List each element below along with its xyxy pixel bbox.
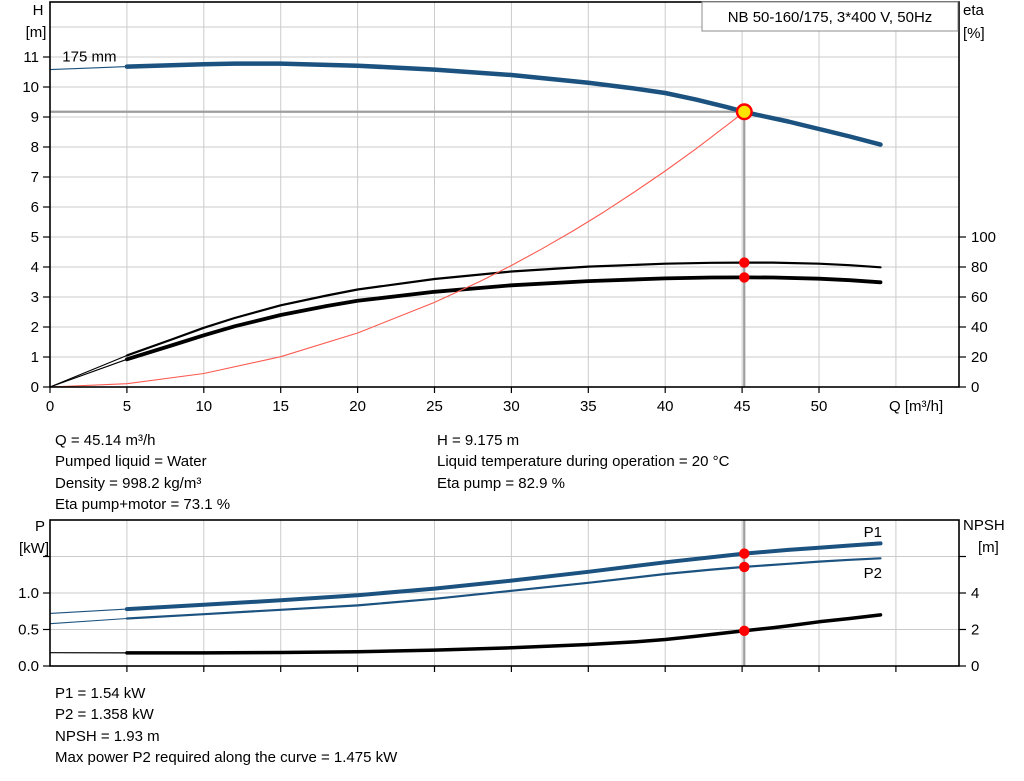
text-line-q: Q = 45.14 m³/h <box>55 432 156 449</box>
p-axis-unit: [kW] <box>19 540 49 557</box>
series-p1-ext <box>49 608 128 614</box>
svg-text:1: 1 <box>31 349 39 366</box>
svg-text:9: 9 <box>31 109 39 126</box>
svg-text:5: 5 <box>123 398 131 415</box>
svg-text:2: 2 <box>31 319 39 336</box>
svg-text:40: 40 <box>657 398 674 415</box>
curve-value-dot <box>739 272 750 283</box>
svg-text:11: 11 <box>23 49 39 66</box>
h-axis-unit: [m] <box>25 24 47 41</box>
svg-text:3: 3 <box>31 289 39 306</box>
svg-text:1.0: 1.0 <box>18 585 39 602</box>
svg-text:4: 4 <box>31 259 39 276</box>
series-p2-ext <box>49 617 128 625</box>
series-eta-pump-motor <box>125 275 883 362</box>
series-head-curve-175mm <box>124 61 883 147</box>
results-text: P1 = 1.54 kW P2 = 1.358 kW NPSH = 1.93 m… <box>55 683 397 769</box>
svg-text:0: 0 <box>31 379 39 396</box>
svg-text:30: 30 <box>503 398 520 415</box>
svg-text:15: 15 <box>272 398 289 415</box>
text-line-temp: Liquid temperature during operation = 20… <box>437 453 730 471</box>
svg-text:0.0: 0.0 <box>18 658 39 675</box>
h-axis-title: H <box>32 2 44 19</box>
svg-text:25: 25 <box>426 398 443 415</box>
svg-text:40: 40 <box>971 319 988 336</box>
svg-text:6: 6 <box>31 199 39 216</box>
operating-point-text-col2: H = 9.175 m Liquid temperature during op… <box>437 430 729 494</box>
svg-text:20: 20 <box>971 349 988 366</box>
svg-text:0: 0 <box>971 658 979 675</box>
series-eta-pump-ext <box>49 354 128 388</box>
svg-text:10: 10 <box>22 79 39 96</box>
text-line-p2: P2 = 1.358 kW <box>55 706 154 724</box>
operating-point-text-col1: Q = 45.14 m³/h Pumped liquid = Water Den… <box>55 430 230 516</box>
svg-text:35: 35 <box>580 398 597 415</box>
series-p1-curve <box>124 541 883 612</box>
svg-text:7: 7 <box>31 169 39 186</box>
curve-value-dot <box>739 625 750 636</box>
text-line-maxp2: Max power P2 required along the curve = … <box>55 749 398 767</box>
text-line-h: H = 9.175 m <box>437 432 520 449</box>
duty-point-marker[interactable] <box>735 103 753 121</box>
power-npsh-chart: 0.0 0.5 1.0 0 2 4 P1 P2 <box>18 519 979 675</box>
curve-value-dot <box>739 257 750 268</box>
series-p2-curve <box>125 557 882 620</box>
svg-text:50: 50 <box>811 398 828 415</box>
svg-text:0: 0 <box>971 379 979 396</box>
series-eta-pump <box>125 261 882 357</box>
svg-text:8: 8 <box>31 139 39 156</box>
plot-frame <box>49 1 960 388</box>
text-line-eta-pump: Eta pump = 82.9 % <box>437 474 565 492</box>
series-head-curve-ext <box>49 66 128 71</box>
curve-value-dot <box>739 561 750 573</box>
svg-text:0.5: 0.5 <box>18 622 39 639</box>
svg-text:5: 5 <box>31 229 39 246</box>
text-line-eta-pm: Eta pump+motor = 73.1 % <box>55 496 231 514</box>
npsh-axis-unit: [m] <box>978 539 999 556</box>
q-axis-title: Q [m³/h] <box>889 398 944 415</box>
hq-eta-chart: 0 5 10 15 20 25 30 35 40 45 5001234567891011020406… <box>22 1 996 415</box>
series-npsh-curve <box>125 613 883 655</box>
svg-text:45: 45 <box>734 398 751 415</box>
eta-axis-unit: [%] <box>963 25 985 42</box>
eta-axis-title: eta <box>963 2 984 19</box>
series-eta-pump-motor-ext <box>49 358 128 388</box>
svg-text:0: 0 <box>46 398 54 415</box>
curve-value-dot <box>739 548 750 559</box>
text-line-density: Density = 998.2 kg/m³ <box>55 474 202 492</box>
chart-title-box <box>701 1 959 32</box>
chart-title: NB 50-160/175, 3*400 V, 50Hz <box>728 9 933 26</box>
curve-label: 175 mm <box>62 49 116 66</box>
p-axis-title: P <box>34 518 45 535</box>
svg-text:100: 100 <box>971 229 996 246</box>
svg-text:80: 80 <box>971 259 988 276</box>
curve-label: P1 <box>864 524 882 541</box>
npsh-axis-title: NPSH <box>963 517 1005 534</box>
text-line-liquid: Pumped liquid = Water <box>55 453 207 471</box>
text-line-npsh: NPSH = 1.93 m <box>55 727 160 745</box>
svg-text:60: 60 <box>971 289 988 306</box>
series-system-curve <box>49 111 745 388</box>
svg-text:10: 10 <box>195 398 212 415</box>
svg-text:4: 4 <box>971 585 979 602</box>
svg-text:2: 2 <box>971 622 979 639</box>
text-line-p1: P1 = 1.54 kW <box>55 685 146 702</box>
svg-text:20: 20 <box>349 398 366 415</box>
curve-label: P2 <box>864 565 882 582</box>
